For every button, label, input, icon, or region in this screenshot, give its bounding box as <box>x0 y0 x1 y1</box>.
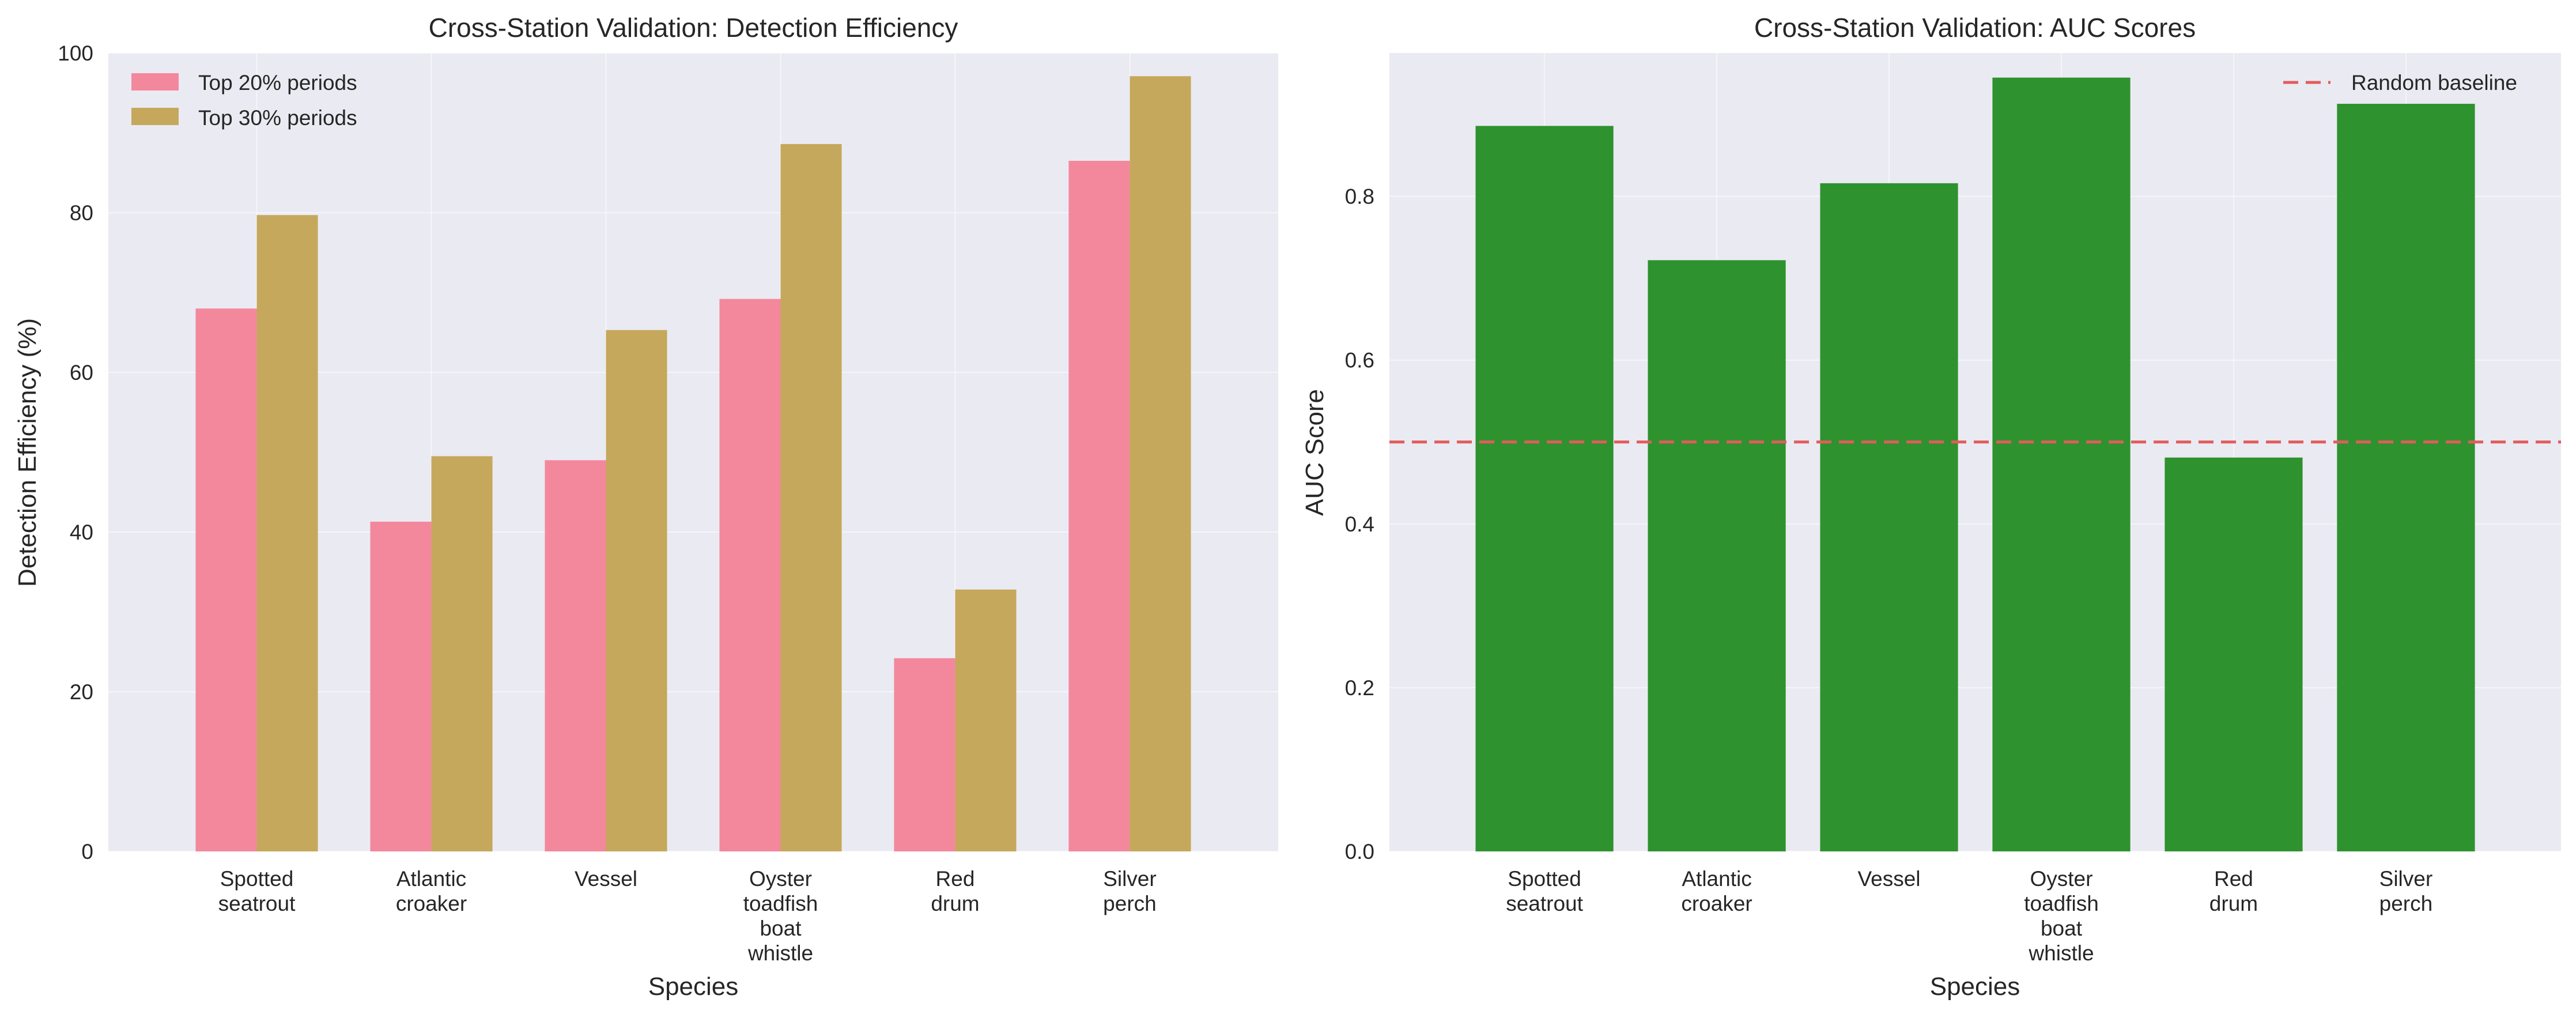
left-x-tick-line: boat <box>760 917 802 940</box>
left-y-axis-label: Detection Efficiency (%) <box>13 318 41 587</box>
auc-bar-vessel <box>1820 183 1958 851</box>
left-x-tick-line: Atlantic <box>396 867 466 891</box>
legend-swatch-top30 <box>131 108 179 125</box>
right-y-ticks: 0.0 0.2 0.4 0.6 0.8 <box>1345 185 1374 864</box>
auc-bar-spotted-seatrout <box>1475 126 1614 851</box>
left-x-ticks: Spotted seatrout Atlantic croaker Vessel Oyst… <box>218 867 1157 965</box>
right-y-tick-label: 0.8 <box>1345 185 1374 209</box>
right-x-tick-line: Spotted <box>1508 867 1581 891</box>
right-x-tick-line: Silver <box>2379 867 2433 891</box>
bar-top20-silver-perch <box>1068 160 1130 852</box>
right-x-tick-line: Red <box>2214 867 2253 891</box>
left-y-tick-label: 60 <box>70 361 93 384</box>
legend-label-random-baseline: Random baseline <box>2351 71 2517 95</box>
right-x-tick-line: Oyster <box>2030 867 2093 891</box>
left-x-tick-label-silver-perch: Silver perch <box>1103 867 1157 915</box>
right-x-tick-line: Vessel <box>1858 867 1921 891</box>
bar-top20-vessel <box>545 460 606 851</box>
left-x-tick-line: Vessel <box>575 867 637 891</box>
auc-bar-atlantic-croaker <box>1648 260 1786 851</box>
right-y-tick-label: 0.0 <box>1345 840 1374 864</box>
right-x-ticks: Spotted seatrout Atlantic croaker Vessel Oyst… <box>1506 867 2433 965</box>
right-x-tick-line: croaker <box>1681 892 1752 915</box>
left-y-tick-label: 20 <box>70 680 93 704</box>
right-x-tick-line: boat <box>2041 917 2083 940</box>
bar-top30-vessel <box>606 330 667 851</box>
left-x-tick-line: Silver <box>1103 867 1157 891</box>
left-y-tick-label: 40 <box>70 521 93 544</box>
left-x-tick-line: toadfish <box>743 892 818 915</box>
left-y-tick-label: 0 <box>81 840 93 864</box>
left-x-tick-label-oyster-toadfish-boat-whistle: Oyster toadfish boat whistle <box>743 867 818 965</box>
left-x-tick-line: whistle <box>747 941 813 965</box>
right-x-tick-line: drum <box>2209 892 2258 915</box>
right-y-axis-label: AUC Score <box>1301 389 1329 516</box>
left-x-tick-line: Spotted <box>220 867 294 891</box>
left-x-tick-label-spotted-seatrout: Spotted seatrout <box>218 867 296 915</box>
left-x-axis-label: Species <box>648 972 739 1001</box>
left-x-tick-line: perch <box>1103 892 1157 915</box>
right-x-tick-line: Atlantic <box>1682 867 1751 891</box>
bar-top20-oyster-toadfish-boat-whistle <box>719 299 781 851</box>
left-bars <box>195 76 1191 852</box>
right-x-tick-label-oyster-toadfish-boat-whistle: Oyster toadfish boat whistle <box>2024 867 2099 965</box>
auc-bar-red-drum <box>2165 457 2303 851</box>
right-panel: 0.0 0.2 0.4 0.6 0.8 Spotted seatrout Atlantic c… <box>1301 13 2561 1001</box>
left-chart-title: Cross-Station Validation: Detection Effi… <box>429 13 958 43</box>
right-x-tick-line: seatrout <box>1506 892 1583 915</box>
bar-top30-red-drum <box>955 589 1017 851</box>
bar-top20-atlantic-croaker <box>370 521 432 851</box>
right-x-tick-line: whistle <box>2028 941 2094 965</box>
left-x-tick-line: Red <box>936 867 975 891</box>
left-y-tick-label: 80 <box>70 201 93 225</box>
left-x-tick-label-red-drum: Red drum <box>931 867 979 915</box>
auc-bar-silver-perch <box>2337 104 2475 852</box>
bar-top20-red-drum <box>894 658 955 851</box>
bar-top30-atlantic-croaker <box>431 456 493 851</box>
right-x-tick-line: perch <box>2379 892 2433 915</box>
bar-top20-spotted-seatrout <box>195 308 257 851</box>
left-y-ticks: 0 20 40 60 80 100 <box>58 42 93 864</box>
right-x-axis-label: Species <box>1930 972 2020 1001</box>
legend-label-top30: Top 30% periods <box>198 106 357 130</box>
left-x-tick-line: croaker <box>396 892 467 915</box>
right-x-tick-line: toadfish <box>2024 892 2099 915</box>
left-x-tick-line: Oyster <box>749 867 812 891</box>
bar-top30-spotted-seatrout <box>256 215 318 851</box>
left-x-tick-label-vessel: Vessel <box>575 867 637 891</box>
right-bars <box>1475 77 2475 852</box>
right-x-tick-label-atlantic-croaker: Atlantic croaker <box>1681 867 1752 915</box>
left-x-tick-line: drum <box>931 892 979 915</box>
legend-swatch-top20 <box>131 73 179 91</box>
right-y-tick-label: 0.6 <box>1345 349 1374 372</box>
right-y-tick-label: 0.2 <box>1345 676 1374 700</box>
left-y-tick-label: 100 <box>58 42 93 65</box>
left-x-tick-label-atlantic-croaker: Atlantic croaker <box>396 867 467 915</box>
right-x-tick-label-spotted-seatrout: Spotted seatrout <box>1506 867 1583 915</box>
bar-top30-oyster-toadfish-boat-whistle <box>780 144 842 851</box>
right-x-tick-label-vessel: Vessel <box>1858 867 1921 891</box>
auc-bar-oyster-toadfish-boat-whistle <box>1992 77 2131 852</box>
left-x-tick-line: seatrout <box>218 892 296 915</box>
right-legend: Random baseline <box>2283 71 2517 95</box>
bar-top30-silver-perch <box>1130 76 1191 851</box>
legend-label-top20: Top 20% periods <box>198 71 357 95</box>
left-legend: Top 20% periods Top 30% periods <box>131 71 357 130</box>
right-x-tick-label-red-drum: Red drum <box>2209 867 2258 915</box>
left-panel: 0 20 40 60 80 100 Spotted seatrout Atlantic croa… <box>13 13 1278 1001</box>
right-x-tick-label-silver-perch: Silver perch <box>2379 867 2433 915</box>
right-chart-title: Cross-Station Validation: AUC Scores <box>1754 13 2196 43</box>
right-y-tick-label: 0.4 <box>1345 512 1374 536</box>
